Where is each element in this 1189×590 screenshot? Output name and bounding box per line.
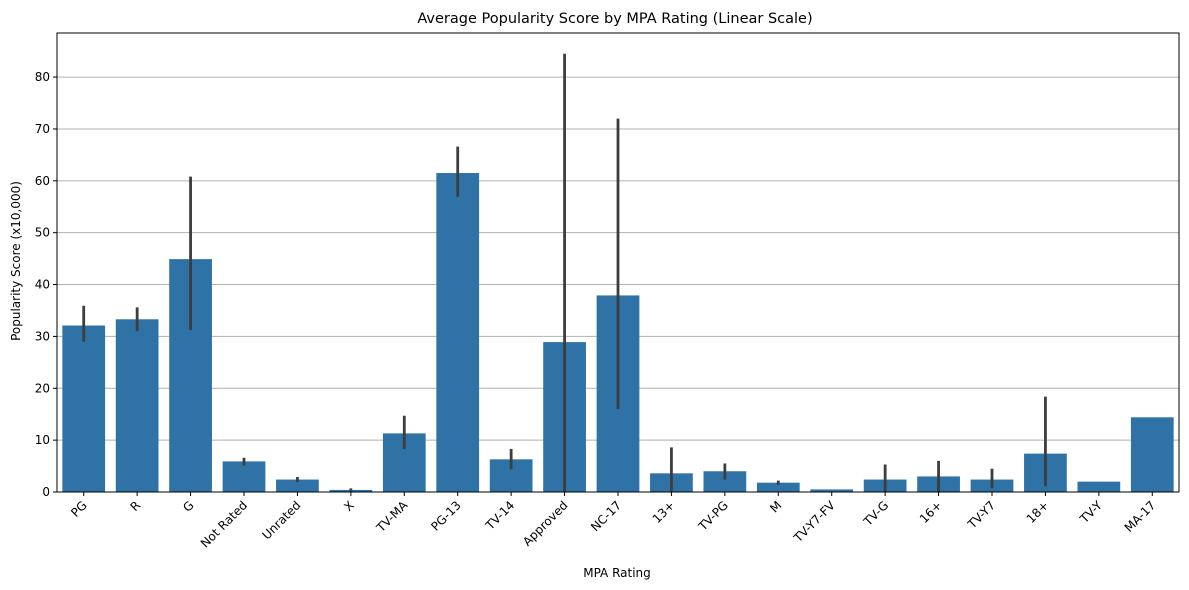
bar (1077, 481, 1121, 492)
bar (62, 325, 106, 492)
x-tick-label: TV-G (860, 498, 891, 529)
x-tick-label: TV-PG (695, 498, 731, 534)
bar (115, 319, 159, 492)
x-tick-label: PG (68, 498, 90, 520)
x-tick-label: PG-13 (428, 498, 463, 533)
x-axis-title: MPA Rating (583, 566, 651, 580)
y-axis-title: Popularity Score (x10,000) (9, 181, 23, 341)
chart-title: Average Popularity Score by MPA Rating (… (417, 11, 812, 27)
x-tick-label: TV-Y7 (964, 498, 998, 532)
x-tick-label: Not Rated (198, 498, 250, 550)
y-tick-label: 0 (42, 485, 50, 499)
y-tick-label: 50 (35, 226, 50, 240)
bar (1130, 417, 1174, 492)
x-tick-label: TV-Y (1077, 498, 1106, 527)
y-tick-label: 80 (35, 70, 50, 84)
bar (810, 489, 854, 492)
x-tick-label: NC-17 (588, 498, 624, 534)
x-tick-label: TV-Y7-FV (790, 498, 838, 546)
y-tick-label: 60 (35, 174, 50, 188)
x-tick-label: MA-17 (1122, 498, 1159, 535)
x-tick-label: M (767, 498, 784, 515)
plot-frame (56, 32, 1180, 493)
bar (276, 479, 319, 492)
axes (53, 32, 1180, 496)
x-tick-label: TV-14 (482, 498, 517, 533)
x-tick-label: 16+ (917, 498, 945, 526)
y-tick-label: 30 (35, 329, 50, 343)
bar (222, 461, 266, 492)
bar (436, 173, 480, 492)
x-tick-label: Unrated (259, 498, 303, 542)
y-tick-label: 10 (35, 433, 50, 447)
x-tick-label: 13+ (650, 498, 678, 526)
x-tick-label: Approved (520, 498, 571, 549)
x-tick-label: X (341, 498, 357, 514)
x-tick-label: 18+ (1024, 498, 1052, 526)
error-bars (82, 53, 1047, 492)
x-tick-label: G (180, 498, 196, 514)
x-tick-label: TV-MA (373, 498, 411, 536)
y-tick-label: 20 (35, 381, 50, 395)
bar (756, 482, 800, 492)
x-tick-label: R (127, 498, 143, 514)
y-tick-label: 70 (35, 122, 50, 136)
bar (703, 471, 747, 492)
y-tick-label: 40 (35, 278, 50, 292)
